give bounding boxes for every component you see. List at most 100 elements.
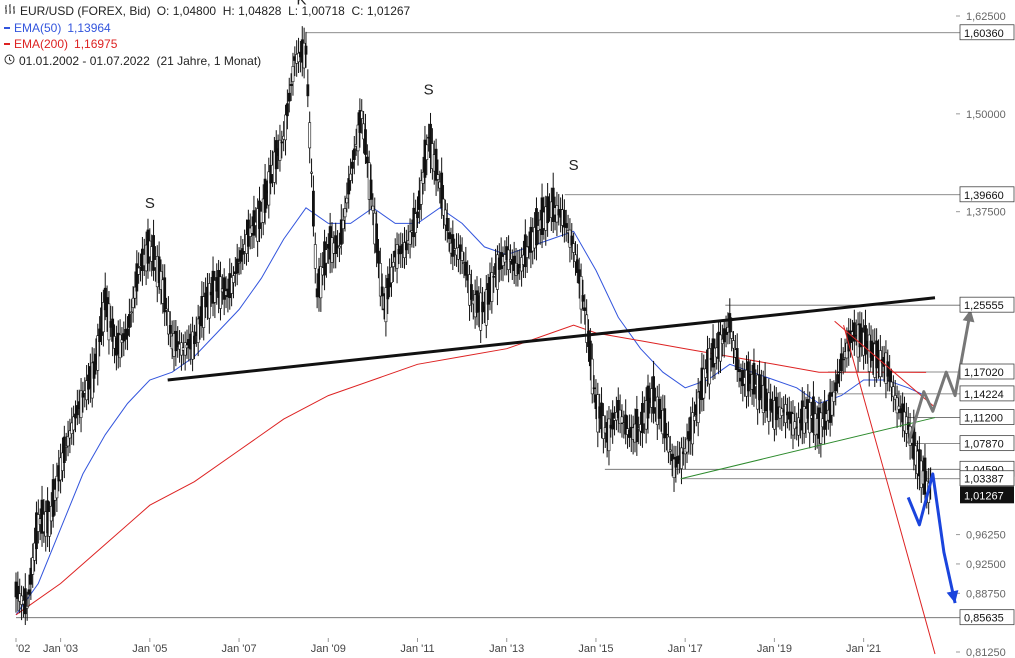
price-bar-body <box>137 267 141 275</box>
price-bar-body <box>378 263 382 297</box>
pattern-marker: S <box>569 157 579 174</box>
price-bar-body <box>652 376 655 414</box>
pattern-marker: K <box>297 0 307 8</box>
price-bar-body <box>289 84 293 86</box>
price-bar-body <box>167 311 170 335</box>
price-bar-body <box>302 42 306 69</box>
price-bar-body <box>349 173 352 181</box>
level-label: 1,14224 <box>964 389 1004 401</box>
price-bar-body <box>562 210 566 228</box>
price-bar-body <box>464 261 468 276</box>
price-bar-body <box>339 219 343 245</box>
x-tick-label: Jan '11 <box>400 643 434 655</box>
ema200-label: EMA(200) <box>14 37 69 51</box>
price-bar-body <box>25 606 29 609</box>
price-bar-body <box>620 416 624 424</box>
price-bar-body <box>668 449 672 452</box>
price-bar-body <box>890 381 893 388</box>
price-bar-body <box>118 334 122 359</box>
price-bar-body <box>583 307 587 311</box>
price-bar-body <box>131 297 135 308</box>
price-bar-body <box>377 250 380 264</box>
price-bar-body <box>793 421 797 430</box>
price-bar-body <box>888 370 892 382</box>
price-bar-body <box>588 340 592 367</box>
price-bar-body <box>451 234 455 257</box>
price-bar-body <box>447 232 451 240</box>
price-bar-body <box>391 261 395 267</box>
price-bar-body <box>443 209 447 226</box>
price-bar-body <box>836 374 839 384</box>
last-price-label: 1,01267 <box>964 490 1004 502</box>
price-bar-body <box>592 387 596 390</box>
price-bar-body <box>672 458 676 479</box>
price-bar-body <box>492 276 496 278</box>
price-bar-body <box>581 295 585 302</box>
price-bar-body <box>222 277 226 300</box>
price-bar-body <box>135 263 139 292</box>
level-label: 1,25555 <box>964 300 1004 312</box>
price-bar-body <box>838 371 841 374</box>
price-bar-body <box>27 589 31 595</box>
legend-row-period: 01.01.2002 - 01.07.2022 (21 Jahre, 1 Mon… <box>4 53 410 70</box>
price-bar-body <box>763 377 767 412</box>
period-range: 01.01.2002 - 01.07.2022 (21 Jahre, 1 Mon… <box>19 53 262 68</box>
price-bar-body <box>839 353 843 372</box>
x-tick-label: Jan '13 <box>489 643 524 655</box>
price-bar-body <box>230 277 234 294</box>
price-bar-body <box>670 453 674 462</box>
price-bar-body <box>352 148 356 160</box>
trend-line-neckline <box>167 296 936 382</box>
price-bar-body <box>133 286 137 299</box>
x-tick-label: Jan '07 <box>221 643 256 655</box>
ohlc-readout: O: 1,04800 H: 1,04828 L: 1,00718 C: 1,01… <box>156 4 411 18</box>
price-bar-body <box>570 235 574 246</box>
price-bar-body <box>68 430 72 439</box>
price-bar-body <box>830 396 834 416</box>
ema200-line <box>15 324 927 616</box>
x-tick-label: Jan '21 <box>846 643 881 655</box>
price-bar-body <box>685 438 689 453</box>
price-bar-body <box>667 436 670 453</box>
price-bar-body <box>551 187 555 222</box>
price-bar-body <box>590 358 594 395</box>
price-bar-body <box>440 172 444 209</box>
price-bar-body <box>897 405 901 410</box>
price-bar-body <box>33 542 36 561</box>
chart-legend: EUR/USD (FOREX, Bid) O: 1,04800 H: 1,048… <box>4 3 410 69</box>
last-price-box <box>960 486 1014 504</box>
price-bar-body <box>414 213 418 233</box>
price-bar-body <box>364 129 367 155</box>
price-bar-body <box>404 241 408 251</box>
price-bar-body <box>235 258 239 274</box>
price-bar-body <box>263 178 267 213</box>
price-bar-body <box>587 330 590 347</box>
price-bar-body <box>841 358 845 361</box>
price-bar-body <box>304 45 308 55</box>
level-label: 1,17020 <box>964 367 1004 379</box>
price-bar-body <box>16 585 20 599</box>
price-bar-body <box>319 266 323 299</box>
x-tick-label: Jan '17 <box>668 643 703 655</box>
price-bar-body <box>157 256 161 284</box>
price-bar-body <box>356 124 360 152</box>
price-bar-body <box>574 254 577 262</box>
price-bar-body <box>445 218 449 231</box>
level-label: 1,60360 <box>964 28 1004 40</box>
price-bar-body <box>163 277 167 313</box>
price-bar-body <box>490 272 494 302</box>
price-bar-body <box>665 433 668 436</box>
level-label: 1,11200 <box>964 413 1003 425</box>
price-bar-body <box>90 362 94 399</box>
price-bar-body <box>436 174 440 180</box>
price-bar-body <box>310 171 313 174</box>
price-bar-body <box>735 348 739 371</box>
level-label-box <box>959 186 1015 203</box>
price-bar-body <box>380 286 384 297</box>
price-bar-body <box>375 223 379 253</box>
price-bar-body <box>728 313 732 333</box>
price-bar-body <box>572 243 576 253</box>
price-bar-body <box>693 415 696 421</box>
level-label-box <box>959 470 1015 487</box>
